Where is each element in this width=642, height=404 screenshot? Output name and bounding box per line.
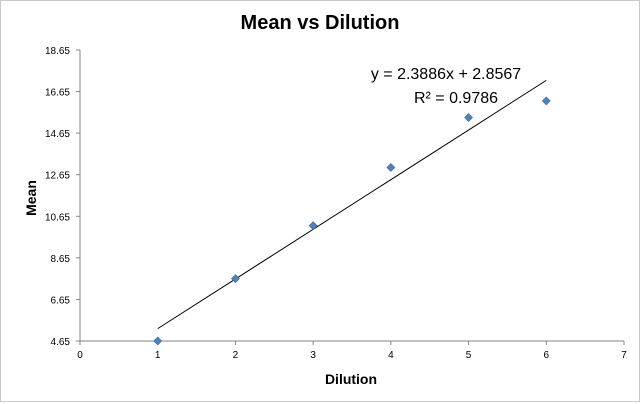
x-tick-label: 4 (388, 350, 394, 361)
y-tick-label: 16.65 (45, 88, 70, 99)
r-squared-label: R² = 0.9786 (414, 90, 498, 107)
x-tick-label: 6 (544, 350, 550, 361)
trendline (157, 79, 547, 330)
data-point-marker (386, 163, 396, 172)
y-axis-title: Mean (23, 180, 39, 216)
x-axis-title: Dilution (325, 371, 377, 387)
y-tick-label: 10.65 (45, 212, 70, 223)
trendline-equation: y = 2.3886x + 2.8567 (371, 66, 521, 83)
trendline-group (157, 79, 547, 330)
data-point-marker (541, 96, 551, 106)
x-tick-label: 3 (310, 350, 316, 361)
y-tick-label: 12.65 (45, 171, 70, 182)
axes: 4.65 6.65 8.65 10.65 12.65 14.65 16.65 18.65 0 1 2… (45, 46, 627, 361)
chart-title: Mean vs Dilution (241, 12, 400, 34)
data-point-marker (464, 113, 473, 122)
y-tick-label: 8.65 (51, 254, 71, 265)
x-tick-label: 1 (155, 350, 161, 361)
x-tick-label: 7 (621, 350, 627, 361)
y-tick-label: 4.65 (51, 337, 71, 348)
y-tick-label: 18.65 (45, 46, 70, 57)
data-point-marker (308, 221, 318, 231)
x-tick-label: 2 (233, 350, 239, 361)
data-point-marker (231, 274, 240, 284)
y-tick-label: 6.65 (51, 295, 71, 306)
y-tick-label: 14.65 (45, 129, 70, 140)
x-tick-label: 0 (77, 350, 83, 361)
data-points (153, 96, 551, 346)
data-point-marker (153, 336, 163, 346)
x-tick-label: 5 (466, 350, 472, 361)
